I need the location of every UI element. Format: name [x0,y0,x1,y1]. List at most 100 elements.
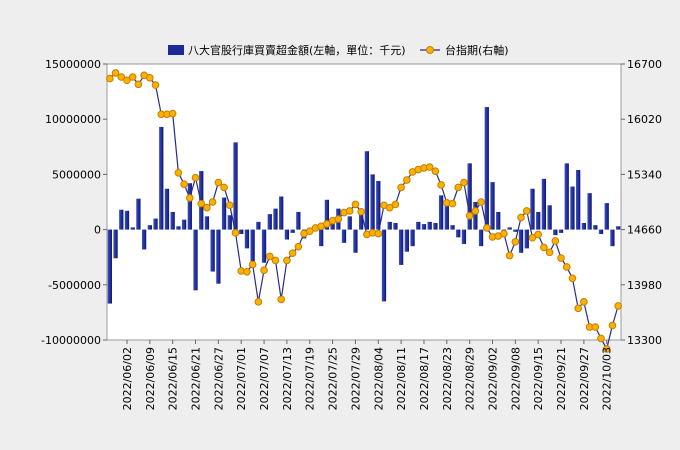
line-point [517,213,525,222]
bar [210,229,215,272]
bar-series [107,107,621,304]
x-tick-label: 2022/07/13 [281,347,294,410]
bar [239,229,244,235]
line-point [111,69,120,77]
bar [438,195,444,230]
line-point [146,74,154,82]
line-point [248,260,257,269]
line-point [305,227,314,236]
line-point [614,302,622,310]
bar [170,211,175,230]
line-point [208,198,217,206]
left-axis: 15000000 10000000 5000000 0 -5000000 -1000000… [41,58,107,347]
bar [176,226,181,230]
left-tick-label: -5000000 [48,279,101,292]
bar [227,215,232,230]
bar [159,126,164,230]
bar [147,225,152,230]
line-point [551,237,560,245]
line-point [260,266,268,274]
line-point [545,248,554,257]
bar [330,220,335,230]
bar [421,224,427,230]
left-tick-label: 5000000 [52,168,101,181]
bar [604,203,609,230]
line-point [323,220,331,228]
line-point [391,200,400,209]
right-tick-label: 14660 [627,224,662,237]
left-tick-label: 15000000 [45,58,101,71]
bar [381,229,387,302]
bar [490,182,495,230]
line-point [374,229,383,238]
line-point [225,201,234,210]
bar [456,229,461,238]
line-point [425,163,434,171]
bar [353,229,358,253]
bar [107,229,112,304]
bar [593,225,598,230]
line-point [397,183,405,192]
bar [296,211,301,230]
bar [324,199,330,230]
bar [204,216,210,230]
bar [244,229,250,249]
bar [416,221,421,230]
x-tick-label: 2022/06/02 [121,347,134,410]
bar [364,151,369,230]
bar [376,181,381,230]
bar [484,107,489,230]
x-axis: 2022/06/02 2022/06/09 2022/06/15 2022/06/21… [121,340,614,410]
line-point [220,183,228,192]
x-tick-label: 2022/07/29 [349,347,362,410]
line-point [580,298,588,306]
line-point [203,203,211,212]
line-point [448,199,457,208]
legend: 八大官股行庫買賣超金額(左軸，單位：千元) 台指期(右軸) [168,43,509,57]
x-tick-label: 2022/08/11 [395,347,408,410]
bar [558,229,564,233]
line-point [557,254,565,262]
bar [473,202,478,230]
x-tick-label: 2022/06/09 [144,347,157,410]
bar [610,229,615,247]
line-point [334,215,343,223]
legend-bar-label: 八大官股行庫買賣超金額(左軸，單位：千元) [188,43,406,57]
x-tick-label: 2022/08/23 [441,347,454,410]
bar [564,163,569,230]
bar [530,188,535,230]
left-tick-label: 10000000 [45,113,101,126]
bar [450,225,455,230]
line-point [243,268,251,276]
line-point [345,207,354,215]
bar [404,229,409,252]
x-tick-label: 2022/09/02 [487,347,500,410]
line-point [351,200,360,209]
bar [478,229,484,247]
line-point [460,178,468,187]
bar [267,214,272,230]
line-point [522,207,531,215]
bar [576,169,581,230]
legend-line-marker [426,46,434,54]
line-series [106,69,622,353]
x-tick-label: 2022/07/07 [258,347,271,410]
line-point [528,233,537,242]
bar [141,229,147,250]
line-point [254,298,263,306]
line-point [294,242,303,251]
line-point [151,81,160,89]
left-tick-label: -10000000 [41,334,101,347]
line-point [283,256,291,265]
right-tick-label: 15340 [627,168,662,181]
line-point [471,207,480,215]
line-point [197,199,206,208]
bar [221,197,227,230]
bar [461,229,467,244]
x-tick-label: 2022/09/27 [578,347,591,410]
line-point [231,229,240,237]
bar [187,183,192,230]
line-point [608,321,617,330]
left-tick-label: 0 [94,224,101,237]
